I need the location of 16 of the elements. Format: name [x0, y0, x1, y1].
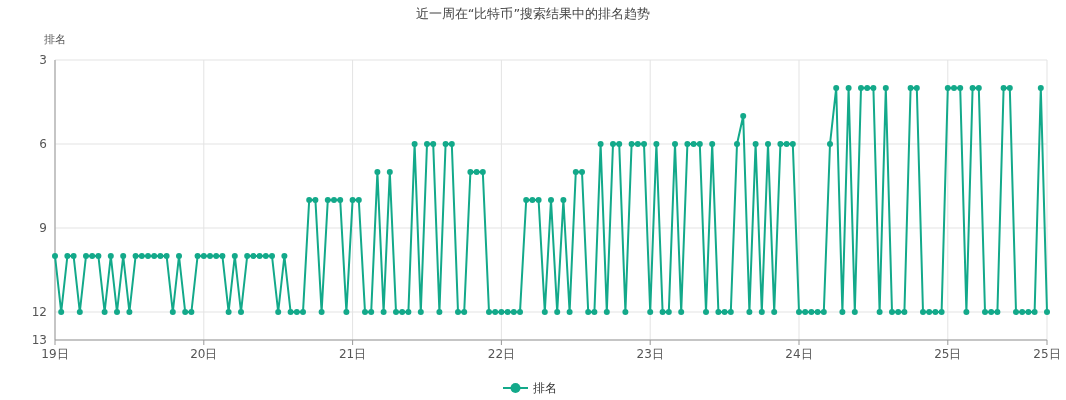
x-tick-label: 24日: [785, 347, 813, 361]
x-tick-label: 20日: [190, 347, 218, 361]
x-tick-label: 25日: [1033, 347, 1061, 361]
y-tick-label: 13: [31, 333, 47, 347]
x-tick-label: 23日: [636, 347, 664, 361]
x-tick-label: 22日: [487, 347, 516, 361]
x-tick-label: 19日: [41, 347, 69, 361]
y-axis-title: 排名: [44, 33, 66, 46]
x-tick-label: 21日: [338, 347, 367, 361]
legend-label: 排名: [533, 381, 557, 395]
y-tick-label: 12: [31, 305, 47, 319]
chart-title: 近一周在“比特币”搜索结果中的排名趋势: [415, 6, 651, 21]
y-tick-label: 3: [39, 53, 47, 67]
y-tick-label: 9: [39, 221, 47, 235]
y-tick-label: 6: [39, 137, 47, 151]
x-tick-label: 25日: [934, 347, 962, 361]
